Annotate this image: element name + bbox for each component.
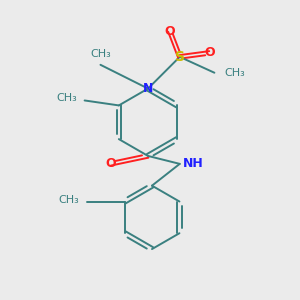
Text: S: S: [175, 50, 185, 64]
Text: CH₃: CH₃: [56, 94, 77, 103]
Text: CH₃: CH₃: [58, 194, 79, 205]
Text: O: O: [204, 46, 215, 59]
Text: CH₃: CH₃: [224, 68, 245, 78]
Text: O: O: [105, 158, 116, 170]
Text: CH₃: CH₃: [90, 49, 111, 59]
Text: N: N: [143, 82, 153, 95]
Text: O: O: [164, 25, 175, 38]
Text: NH: NH: [183, 158, 203, 170]
